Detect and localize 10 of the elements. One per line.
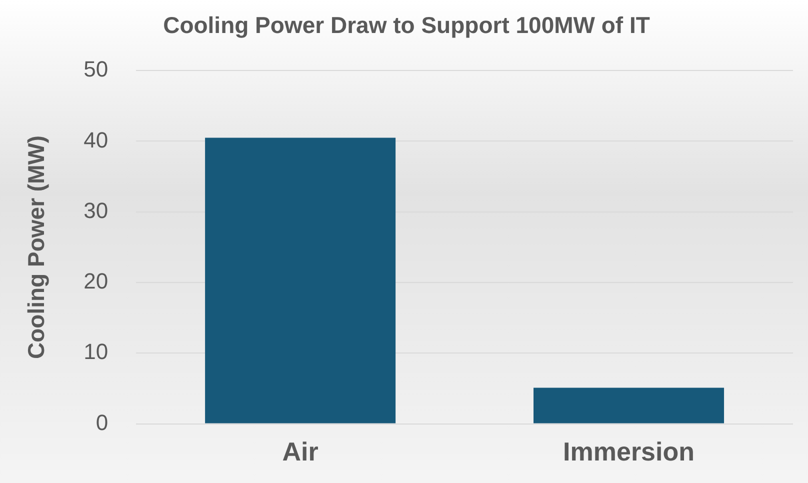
y-tick-label: 50 [84,56,108,82]
y-tick-label: 10 [84,339,108,364]
chart-title: Cooling Power Draw to Support 100MW of IT [163,12,650,38]
y-tick-label: 30 [84,198,108,223]
y-tick-label: 40 [84,127,108,152]
x-tick-label: Air [282,436,318,467]
x-tick-label: Immersion [563,436,695,467]
y-axis-title: Cooling Power (MW) [23,135,50,359]
y-tick-label: 20 [84,268,108,294]
y-tick-label: 0 [96,410,108,435]
